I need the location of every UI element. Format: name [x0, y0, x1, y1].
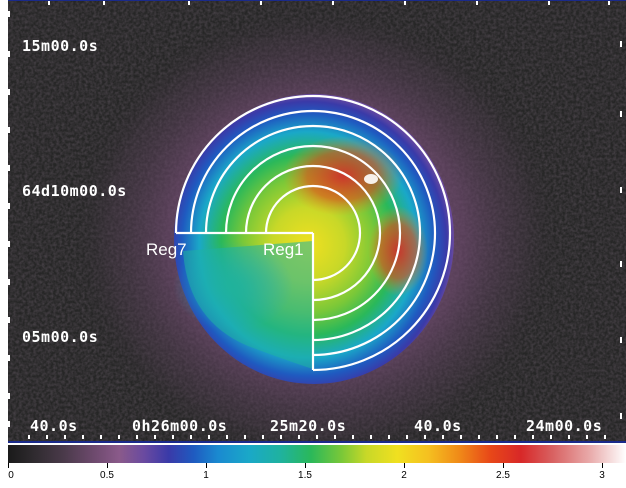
image-frame: 15m00.0s 64d10m00.0s 05m00.0s 40.0s 0h26… — [8, 0, 626, 441]
colorbar-separator — [8, 441, 626, 443]
cyan-lobe — [173, 241, 293, 331]
colorbar-tick — [8, 463, 9, 468]
bright-knot — [364, 174, 378, 184]
colorbar-tick-label: 3 — [599, 470, 605, 481]
annular-regions — [174, 94, 452, 372]
colorbar-tick — [503, 463, 504, 468]
colorbar-tick-label: 2.5 — [496, 470, 510, 481]
region-arc-1 — [264, 184, 362, 282]
ra-label-5: 24m00.0s — [526, 417, 603, 435]
hot-spot-north — [283, 136, 403, 216]
colorbar-axis: 0 0.5 1 1.5 2 2.5 3 — [8, 463, 626, 488]
colorbar-tick — [206, 463, 207, 468]
region-arc-4 — [204, 124, 422, 342]
ra-label-2: 0h26m00.0s — [132, 417, 228, 435]
colorbar-tick — [305, 463, 306, 468]
colorbar-tick — [404, 463, 405, 468]
dec-label-low: 05m00.0s — [22, 328, 99, 346]
region-label-outer: Reg7 — [146, 240, 187, 259]
colorbar-tick-label: 0 — [8, 470, 14, 481]
colorbar-tick-label: 1 — [203, 470, 209, 481]
ra-label-3: 25m20.0s — [270, 417, 347, 435]
colorbar-tick-label: 1.5 — [298, 470, 312, 481]
colorbar-tick-label: 2 — [401, 470, 407, 481]
colorbar-tick — [107, 463, 108, 468]
colorbar — [8, 445, 626, 463]
xray-image — [8, 1, 626, 441]
colorbar-tick — [602, 463, 603, 468]
ra-label-1: 40.0s — [30, 417, 78, 435]
region-arc-3 — [224, 144, 402, 322]
region-arc-5 — [189, 109, 437, 357]
dec-label-top: 15m00.0s — [22, 37, 99, 55]
ra-label-4: 40.0s — [414, 417, 462, 435]
dec-label-mid: 64d10m00.0s — [22, 182, 127, 200]
region-arc-2 — [244, 164, 382, 302]
region-arc-6 — [174, 94, 452, 372]
colorbar-tick-label: 0.5 — [100, 470, 114, 481]
region-label-inner: Reg1 — [263, 240, 304, 259]
axis-ticks — [8, 1, 622, 439]
